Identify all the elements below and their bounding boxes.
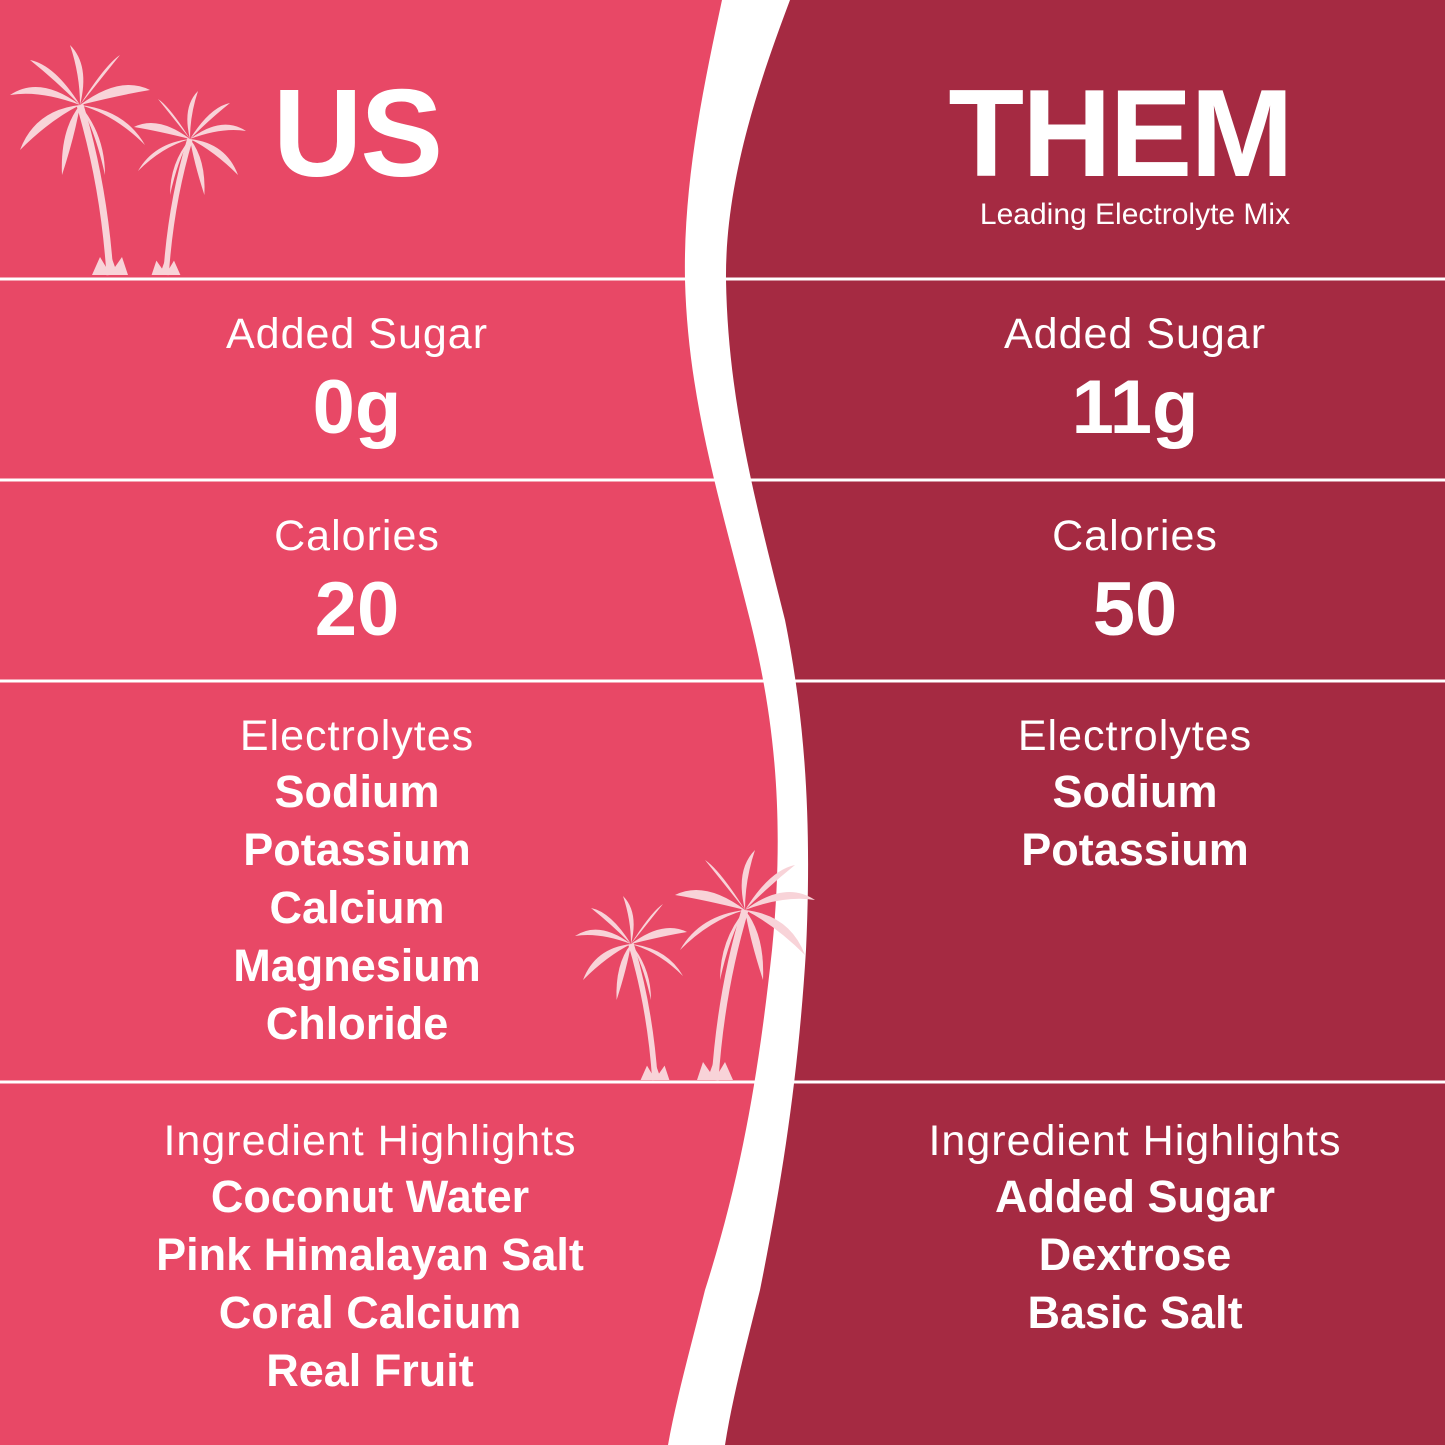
us-ingredients-list: Coconut Water Pink Himalayan Salt Coral … [156,1168,584,1400]
list-item: Pink Himalayan Salt [156,1229,584,1280]
list-item: Coconut Water [210,1171,530,1222]
them-electrolytes-label: Electrolytes [1017,712,1253,760]
them-subtitle: Leading Electrolyte Mix [979,198,1291,231]
us-added-sugar-label: Added Sugar [225,310,489,358]
us-electrolytes-list: Sodium Potassium Calcium Magnesium Chlor… [233,763,481,1053]
list-item: Magnesium [233,940,481,991]
us-title: US [272,65,443,203]
them-added-sugar-label: Added Sugar [1003,310,1267,358]
list-item: Potassium [1021,824,1249,875]
list-item: Coral Calcium [218,1287,522,1338]
list-item: Sodium [1052,766,1218,817]
list-item: Dextrose [1038,1229,1232,1280]
list-item: Basic Salt [1027,1287,1243,1338]
us-calories-value: 20 [314,567,400,652]
them-panel [725,0,1445,1445]
them-added-sugar-value: 11g [1071,365,1199,450]
us-panel [0,0,778,1445]
them-ingredients-label: Ingredient Highlights [928,1117,1342,1165]
list-item: Potassium [243,824,471,875]
them-ingredients-list: Added Sugar Dextrose Basic Salt [995,1168,1275,1342]
us-electrolytes-label: Electrolytes [239,712,475,760]
them-electrolytes-list: Sodium Potassium [1021,763,1249,879]
us-added-sugar-value: 0g [312,365,402,450]
them-title: THEM [948,65,1293,203]
list-item: Calcium [269,882,445,933]
them-calories-label: Calories [1052,512,1218,560]
list-item: Chloride [265,998,449,1049]
list-item: Sodium [274,766,440,817]
us-calories-label: Calories [274,512,440,560]
them-calories-value: 50 [1092,567,1178,652]
list-item: Added Sugar [994,1171,1276,1222]
row-dividers [0,277,1445,1084]
us-ingredients-label: Ingredient Highlights [163,1117,577,1165]
list-item: Real Fruit [266,1345,474,1396]
